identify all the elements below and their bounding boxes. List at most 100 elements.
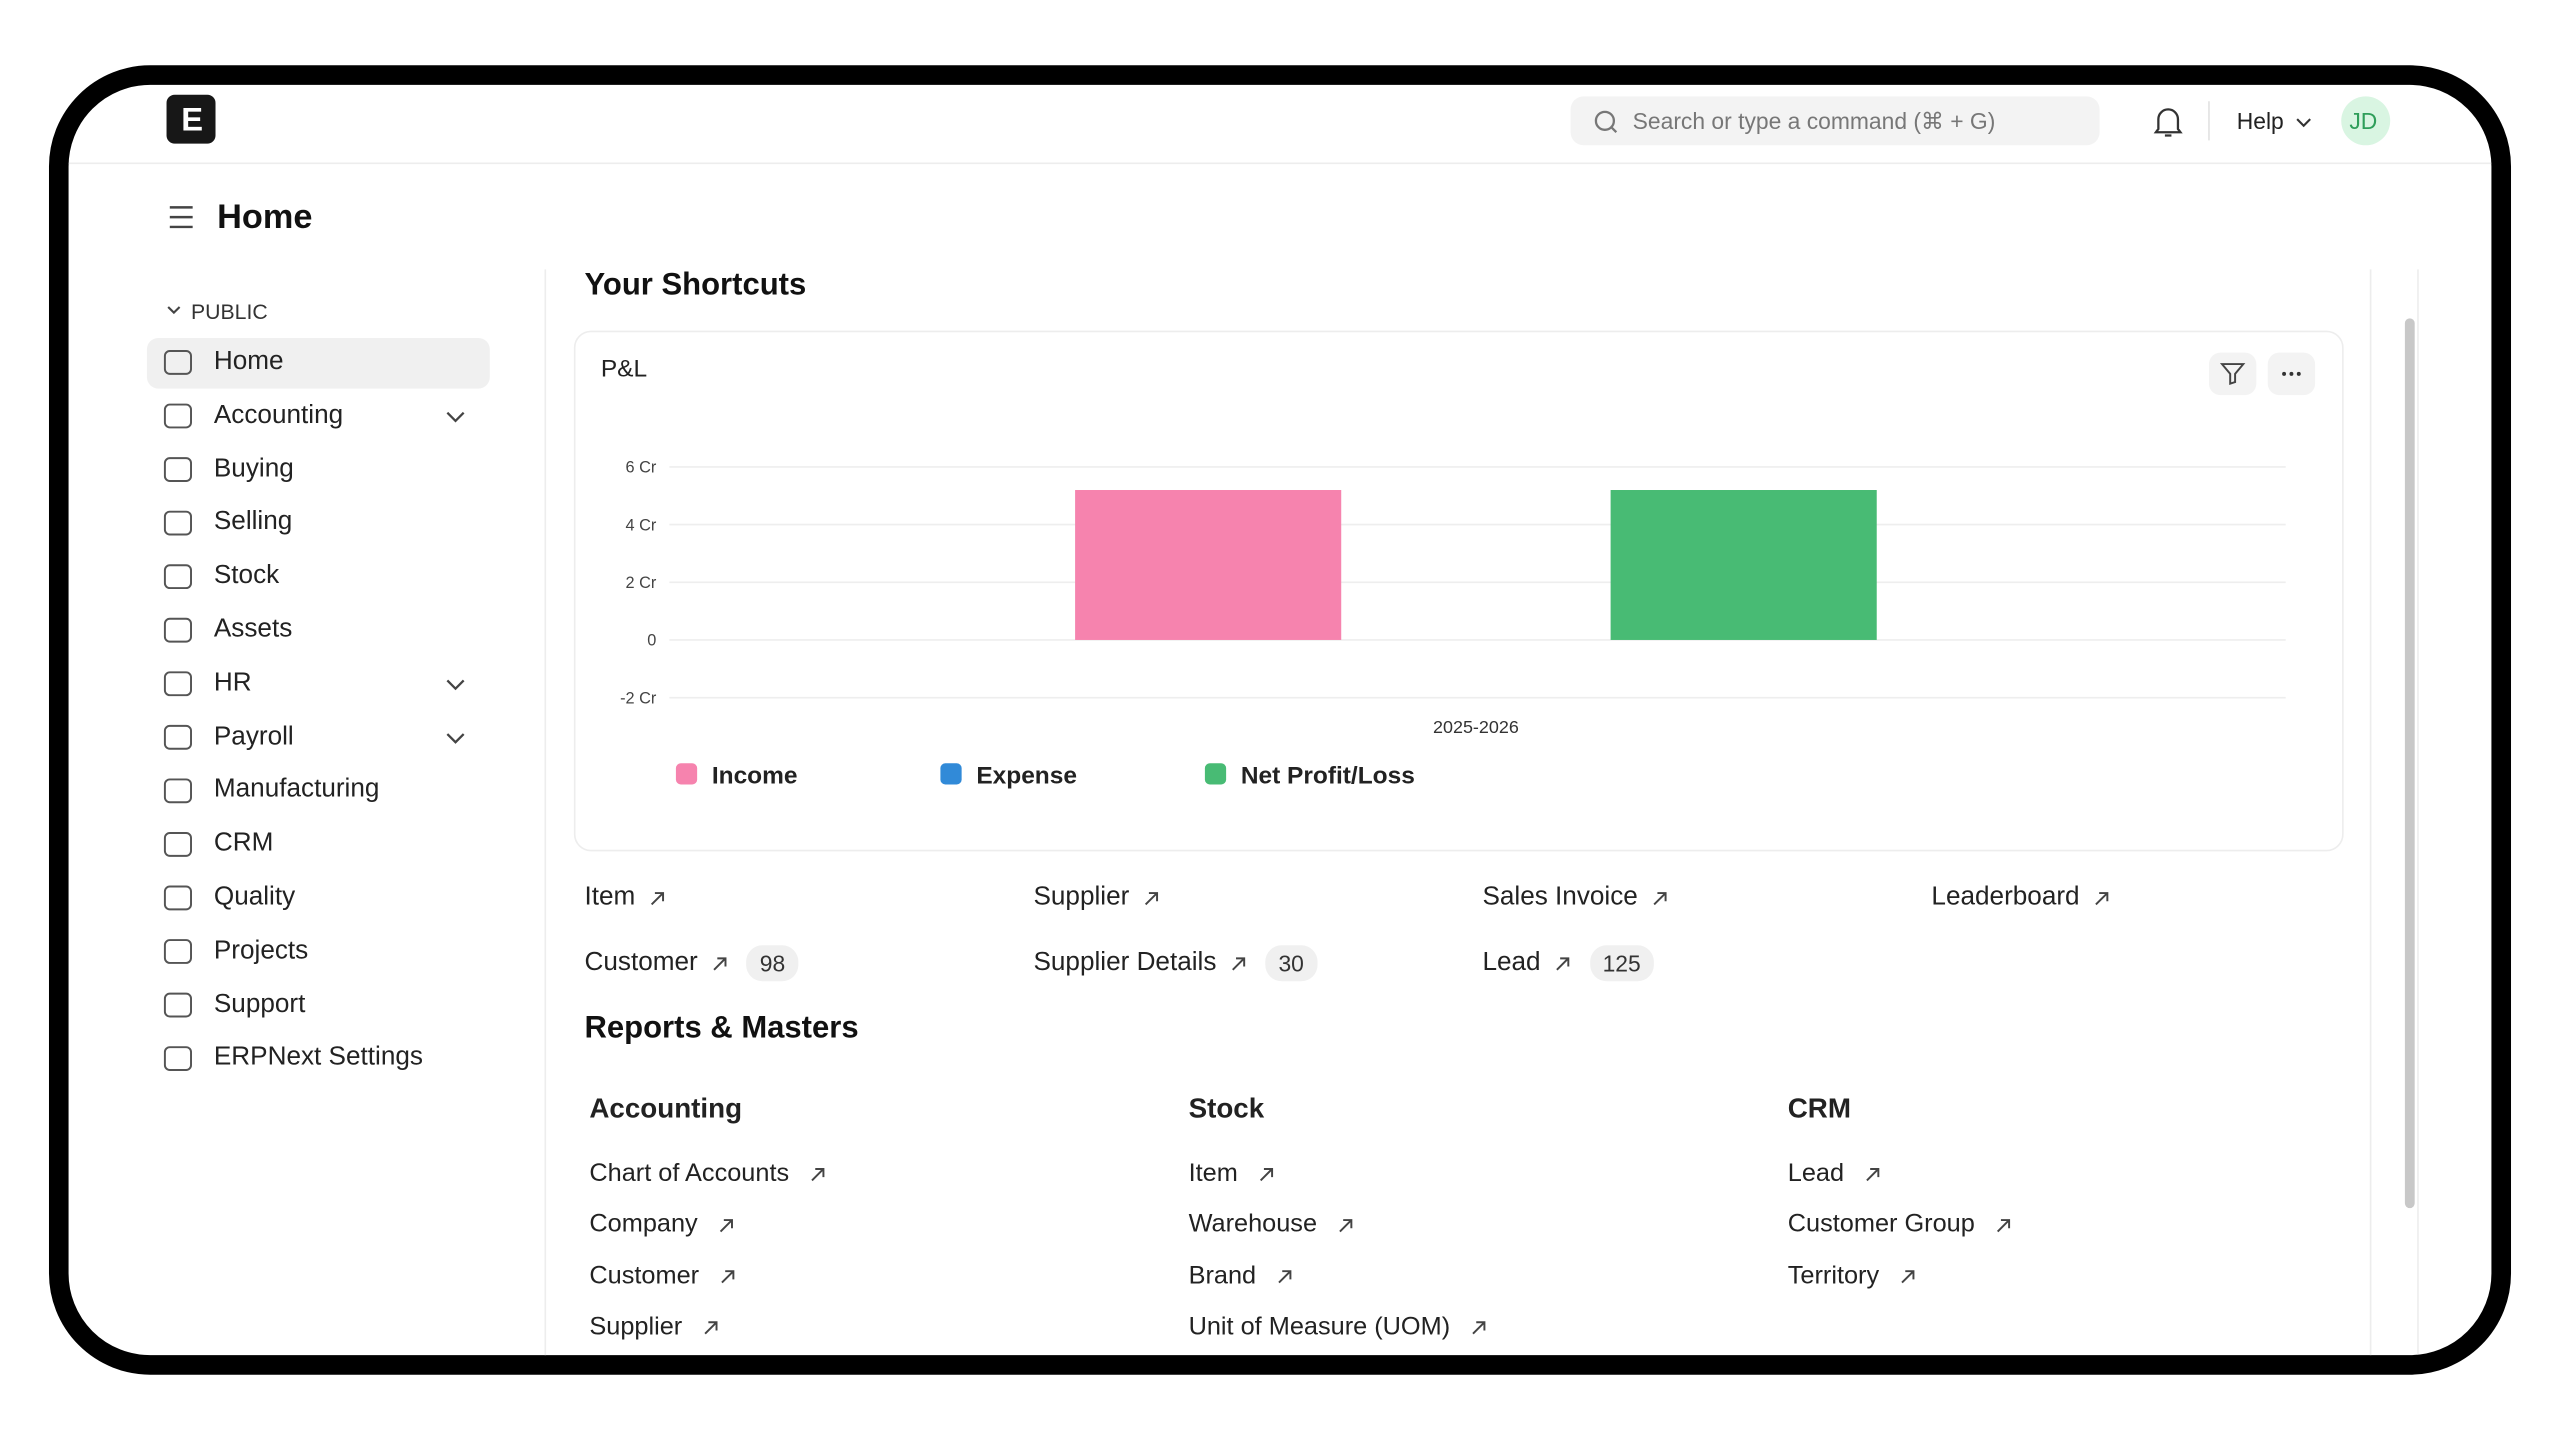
chart: -2 Cr 0 2 Cr 4 Cr 6 Cr 2025-2026 Income Expense… (620, 459, 2286, 790)
search-box[interactable] (1570, 96, 2100, 146)
external-arrow (1278, 1270, 1292, 1284)
section-title: Reports & Masters (584, 1011, 859, 1046)
chart-card (573, 330, 2344, 852)
x-tick-label: 2025-2026 (1433, 717, 1519, 737)
y-tick-label: 6 Cr (625, 459, 656, 477)
dot (2282, 371, 2287, 376)
sidebar-icon (163, 778, 192, 804)
sidebar-item[interactable]: Stock (213, 561, 280, 590)
report-link[interactable]: Customer Group (1787, 1210, 1975, 1239)
sidebar-icon (163, 1046, 192, 1072)
app: -2 Cr 0 2 Cr 4 Cr 6 Cr 2025-2026 Income Expense… (68, 85, 2492, 1356)
shortcut-link[interactable]: Leaderboard (1931, 883, 2080, 912)
external-arrow (1866, 1167, 1880, 1182)
search-icon (1610, 126, 1618, 134)
report-link[interactable]: Territory (1787, 1261, 1880, 1290)
external-arrow (1901, 1270, 1915, 1284)
sidebar-item[interactable]: Payroll (213, 722, 294, 751)
sidebar-icon (163, 564, 192, 590)
bar (1610, 490, 1877, 640)
external-arrow (713, 957, 727, 971)
device-frame: -2 Cr 0 2 Cr 4 Cr 6 Cr 2025-2026 Income Expense… (48, 65, 2512, 1375)
dot (2289, 371, 2294, 376)
external-arrow (2095, 892, 2109, 906)
report-link[interactable]: Brand (1188, 1261, 1257, 1290)
sidebar-item[interactable]: Manufacturing (213, 776, 380, 804)
external-arrow (1339, 1219, 1353, 1233)
search-icon (1594, 110, 1616, 131)
external-arrow (650, 892, 665, 906)
shortcut-link[interactable]: Sales Invoice (1482, 883, 1638, 912)
sidebar-item[interactable]: Home (213, 347, 284, 376)
report-link[interactable]: Customer (589, 1261, 700, 1290)
sidebar-icon (163, 831, 192, 857)
sidebar-item[interactable]: Support (213, 990, 306, 1019)
shortcut-count: 30 (1265, 945, 1317, 982)
scrollbar[interactable] (2404, 318, 2415, 1209)
sidebar-item[interactable]: CRM (213, 829, 274, 858)
report-link[interactable]: Company (589, 1210, 698, 1239)
help-menu[interactable]: Help (2236, 107, 2284, 134)
report-link[interactable]: Item (1188, 1159, 1238, 1188)
chevron (2296, 118, 2311, 128)
external-arrow (721, 1270, 735, 1284)
shortcut-link[interactable]: Lead (1482, 948, 1541, 977)
legend-label: Expense (976, 763, 1077, 790)
y-tick-label: 4 Cr (625, 516, 656, 534)
sidebar-item[interactable]: Accounting (213, 401, 344, 430)
sidebar-item[interactable]: Assets (213, 615, 293, 644)
y-tick-label: -2 Cr (620, 689, 657, 707)
logo-box[interactable] (166, 94, 216, 144)
external-arrow (1653, 892, 1667, 906)
dot (2296, 371, 2301, 376)
chevron (446, 679, 465, 691)
external-arrow (1996, 1219, 2011, 1233)
sidebar-item[interactable]: Selling (213, 508, 293, 537)
report-link[interactable]: Lead (1787, 1159, 1845, 1188)
shortcut-link[interactable]: Supplier Details (1033, 948, 1217, 977)
external-arrow (1472, 1321, 1486, 1335)
external-arrow (719, 1219, 733, 1233)
report-link[interactable]: Chart of Accounts (589, 1159, 790, 1188)
shortcut-link[interactable]: Supplier (1033, 883, 1130, 912)
sidebar-item[interactable]: ERPNext Settings (213, 1043, 423, 1072)
sidebar-item[interactable]: Quality (213, 883, 296, 912)
chevron (167, 306, 181, 315)
report-heading: Accounting (589, 1093, 743, 1125)
sidebar-item[interactable]: Projects (213, 936, 309, 965)
sidebar-section[interactable]: PUBLIC (191, 299, 268, 325)
avatar-initials[interactable]: JD (2349, 107, 2378, 134)
shortcut-count: 125 (1589, 945, 1654, 982)
report-link[interactable]: Supplier (589, 1312, 683, 1341)
external-arrow (1232, 957, 1246, 971)
sidebar-item[interactable]: HR (213, 669, 252, 697)
menu-icon[interactable] (169, 206, 193, 229)
shortcut-link[interactable]: Customer (584, 948, 698, 977)
active-item-bg (146, 337, 490, 389)
chart-title: P&L (600, 355, 648, 383)
y-tick-label: 2 Cr (625, 574, 656, 592)
report-heading: CRM (1787, 1093, 1851, 1125)
chevron (446, 733, 465, 744)
sidebar-item[interactable]: Buying (213, 454, 294, 483)
report-link[interactable]: Warehouse (1188, 1210, 1318, 1239)
avatar[interactable] (2341, 96, 2391, 146)
shortcut-link[interactable]: Item (584, 883, 636, 912)
search-placeholder[interactable]: Search or type a command (⌘ + G) (1632, 107, 1996, 134)
sidebar-icon (163, 403, 192, 429)
sidebar-icon (163, 885, 192, 911)
sidebar-icon (163, 939, 192, 964)
sidebar-icon (163, 457, 192, 482)
filter-button[interactable] (2208, 352, 2257, 396)
bar (1075, 490, 1342, 640)
decoration: -2 Cr 0 2 Cr 4 Cr 6 Cr 2025-2026 Income Expense… (68, 94, 2492, 1356)
filter-icon (2219, 363, 2246, 386)
legend-swatch (675, 763, 698, 785)
sidebar-icon (163, 510, 192, 536)
sidebar-icon (163, 617, 192, 643)
report-link[interactable]: Unit of Measure (UOM) (1188, 1312, 1451, 1341)
chevron (446, 411, 465, 423)
bell-icon[interactable] (2153, 108, 2183, 137)
